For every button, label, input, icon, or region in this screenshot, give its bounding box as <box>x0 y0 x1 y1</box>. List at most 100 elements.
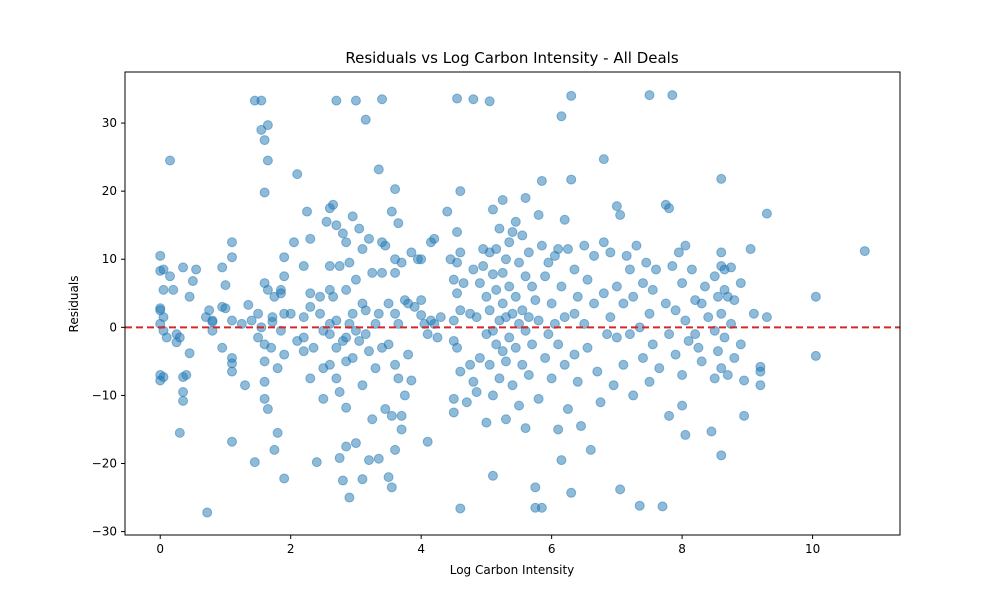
data-point <box>373 164 384 175</box>
data-point <box>497 267 508 278</box>
data-point <box>341 332 352 343</box>
data-point <box>308 342 319 353</box>
data-point <box>644 308 655 319</box>
data-point <box>474 352 485 363</box>
data-point <box>390 184 401 195</box>
data-point <box>520 271 531 282</box>
data-point <box>624 264 635 275</box>
data-point <box>393 318 404 329</box>
data-point <box>178 262 189 273</box>
data-point <box>337 475 348 486</box>
data-point <box>696 298 707 309</box>
data-point <box>429 233 440 244</box>
data-point <box>357 380 368 391</box>
data-point <box>207 316 218 327</box>
data-point <box>455 186 466 197</box>
data-point <box>739 375 750 386</box>
y-tick-label: −10 <box>92 388 117 402</box>
data-point <box>331 220 342 231</box>
data-point <box>670 349 681 360</box>
data-point <box>226 436 237 447</box>
data-point <box>393 373 404 384</box>
data-point <box>500 356 511 367</box>
data-point <box>664 410 675 421</box>
data-point <box>305 373 316 384</box>
data-point <box>748 308 759 319</box>
y-tick-label: 20 <box>102 184 117 198</box>
data-point <box>455 366 466 377</box>
data-point <box>406 247 417 258</box>
data-point <box>452 93 463 104</box>
data-point <box>491 284 502 295</box>
data-point <box>683 335 694 346</box>
data-point <box>305 233 316 244</box>
data-point <box>562 244 573 255</box>
data-point <box>448 407 459 418</box>
data-point <box>543 257 554 268</box>
data-point <box>272 427 283 438</box>
data-point <box>540 271 551 282</box>
data-point <box>716 247 727 258</box>
data-point <box>491 244 502 255</box>
data-point <box>347 308 358 319</box>
data-point <box>602 329 613 340</box>
data-point <box>647 339 658 350</box>
data-point <box>703 312 714 323</box>
data-point <box>716 450 727 461</box>
data-point <box>497 195 508 206</box>
data-point <box>341 284 352 295</box>
data-point <box>556 111 567 122</box>
x-tick-label: 0 <box>156 542 164 556</box>
data-point <box>579 240 590 251</box>
data-point <box>363 346 374 357</box>
data-point <box>344 492 355 503</box>
data-point <box>360 329 371 340</box>
data-point <box>324 359 335 370</box>
data-point <box>324 261 335 272</box>
data-point <box>448 274 459 285</box>
data-point <box>184 291 195 302</box>
data-point <box>566 90 577 101</box>
data-point <box>605 247 616 258</box>
data-point <box>523 312 534 323</box>
data-point <box>267 316 278 327</box>
x-tick-label: 4 <box>417 542 425 556</box>
data-point <box>455 305 466 316</box>
data-point <box>677 369 688 380</box>
data-point <box>184 348 195 359</box>
data-point <box>624 329 635 340</box>
data-point <box>275 288 286 299</box>
data-point <box>165 155 176 166</box>
data-point <box>262 120 273 131</box>
data-point <box>220 303 231 314</box>
data-point <box>409 301 420 312</box>
data-point <box>735 339 746 350</box>
data-point <box>350 274 361 285</box>
data-point <box>292 169 303 180</box>
data-point <box>559 214 570 225</box>
data-point <box>256 95 267 106</box>
data-point <box>285 308 296 319</box>
data-point <box>517 305 528 316</box>
data-point <box>249 457 260 468</box>
data-point <box>207 325 218 336</box>
data-point <box>481 417 492 428</box>
data-point <box>386 206 397 217</box>
data-point <box>298 346 309 357</box>
data-point <box>517 359 528 370</box>
data-point <box>165 271 176 282</box>
data-point <box>452 342 463 353</box>
data-point <box>654 363 665 374</box>
data-point <box>217 342 228 353</box>
data-point <box>647 284 658 295</box>
chart-title: Residuals vs Log Carbon Intensity - All … <box>345 49 678 67</box>
data-point <box>363 233 374 244</box>
data-point <box>559 359 570 370</box>
data-point <box>706 426 717 437</box>
data-point <box>377 94 388 105</box>
data-point <box>158 264 169 275</box>
data-point <box>566 487 577 498</box>
data-point <box>540 352 551 363</box>
data-point <box>452 227 463 238</box>
data-point <box>520 325 531 336</box>
